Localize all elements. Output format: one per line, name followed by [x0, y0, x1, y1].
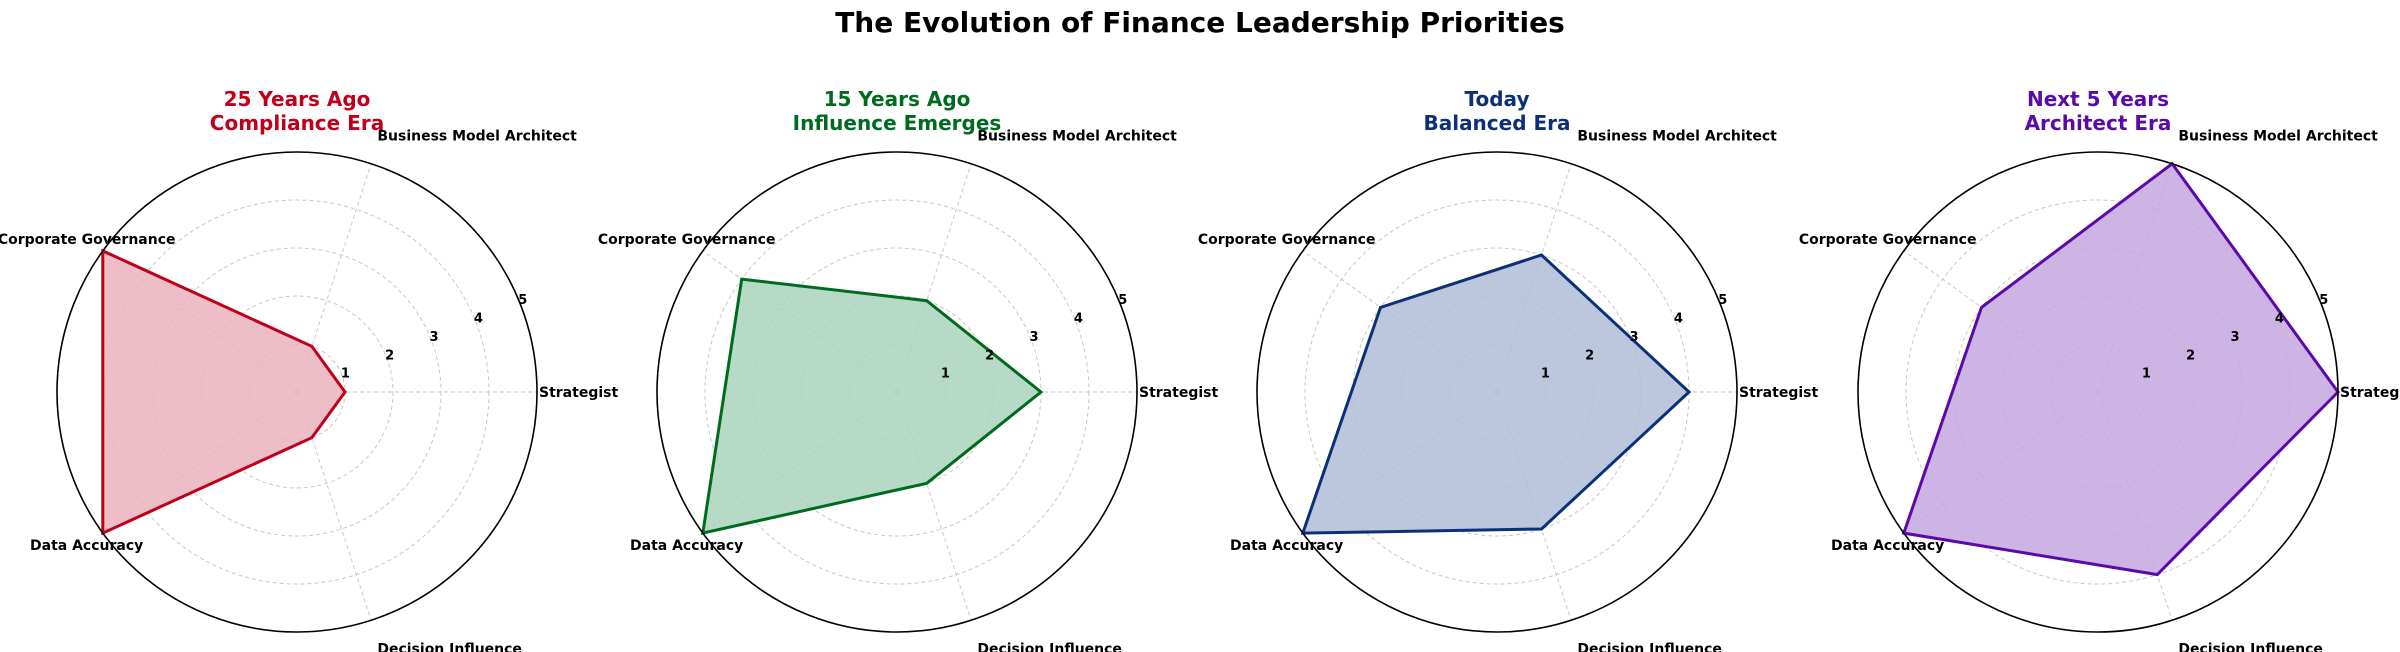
category-label: Decision Influence — [1577, 641, 1722, 652]
radial-tick-label: 2 — [385, 348, 394, 363]
radial-tick-label: 1 — [2142, 367, 2151, 382]
category-label: Business Model Architect — [977, 129, 1177, 145]
category-label: Business Model Architect — [2178, 129, 2378, 145]
series-line — [1901, 161, 2340, 577]
series-area — [102, 250, 345, 534]
radar-chart-2: 1 2 3 4 5 Strategist Business Model Architect C… — [598, 87, 1219, 652]
polar-frame — [1857, 151, 2339, 633]
radial-tick-label: 2 — [1585, 348, 1594, 363]
category-label: Data Accuracy — [30, 538, 143, 554]
category-label: Decision Influence — [377, 641, 522, 652]
figure-title: The Evolution of Finance Leadership Prio… — [835, 6, 1565, 39]
grid-spoke — [296, 391, 372, 621]
radar-chart-4: 1 2 3 4 5 Strategist Business Model Architect C… — [1799, 87, 2400, 652]
category-label: Corporate Governance — [598, 232, 776, 248]
chart-title-line2: Architect Era — [2025, 111, 2172, 135]
grid-spoke — [296, 163, 372, 393]
radial-tick-label: 4 — [2275, 312, 2284, 327]
category-label: Strategist — [2340, 385, 2400, 401]
radar-chart-3: 1 2 3 4 5 Strategist Business Model Architect C… — [1198, 87, 1819, 652]
series-area — [702, 279, 1041, 534]
category-label: Business Model Architect — [377, 129, 577, 145]
radial-tick-label: 4 — [1074, 312, 1083, 327]
category-label: Corporate Governance — [1198, 232, 1376, 248]
series-line — [700, 277, 1044, 536]
chart-title-line2: Compliance Era — [210, 111, 384, 135]
category-label: Decision Influence — [977, 641, 1122, 652]
polar-frame — [1256, 151, 1738, 633]
category-label: Strategist — [1139, 385, 1218, 401]
polar-frame — [56, 151, 538, 633]
chart-title-line2: Balanced Era — [1423, 111, 1570, 135]
category-label: Corporate Governance — [1799, 232, 1977, 248]
radial-tick-label: 4 — [1674, 312, 1683, 327]
radial-tick-label: 1 — [341, 367, 350, 382]
series-line — [1300, 253, 1692, 535]
category-label: Decision Influence — [2178, 641, 2323, 652]
radial-tick-label: 3 — [1030, 330, 1039, 345]
chart-title-line1: Next 5 Years — [2027, 87, 2169, 111]
series-area — [1903, 163, 2338, 575]
series-area — [1302, 255, 1689, 534]
grid-spoke — [896, 163, 972, 393]
radial-tick-label: 3 — [1630, 330, 1639, 345]
radial-tick-label: 5 — [1718, 293, 1727, 308]
category-label: Data Accuracy — [1230, 538, 1343, 554]
radial-tick-label: 3 — [430, 330, 439, 345]
category-label: Corporate Governance — [0, 232, 175, 248]
chart-title-line1: 15 Years Ago — [824, 87, 971, 111]
radial-tick-label: 5 — [2319, 293, 2328, 308]
series-line — [101, 248, 347, 536]
radial-tick-label: 5 — [1118, 293, 1127, 308]
radial-tick-label: 4 — [474, 312, 483, 327]
radial-tick-label: 1 — [1541, 367, 1550, 382]
radial-tick-label: 1 — [941, 367, 950, 382]
category-label: Business Model Architect — [1577, 129, 1777, 145]
radial-tick-label: 2 — [2186, 348, 2195, 363]
radial-tick-label: 3 — [2231, 330, 2240, 345]
chart-title-line2: Influence Emerges — [793, 111, 1002, 135]
radial-tick-label: 2 — [985, 348, 994, 363]
category-label: Data Accuracy — [630, 538, 743, 554]
category-label: Data Accuracy — [1831, 538, 1944, 554]
category-label: Strategist — [1739, 385, 1818, 401]
category-label: Strategist — [539, 385, 618, 401]
chart-title-line1: 25 Years Ago — [224, 87, 371, 111]
polar-frame — [656, 151, 1138, 633]
radial-tick-label: 5 — [518, 293, 527, 308]
grid-spoke — [896, 391, 972, 621]
chart-title-line1: Today — [1465, 87, 1530, 111]
